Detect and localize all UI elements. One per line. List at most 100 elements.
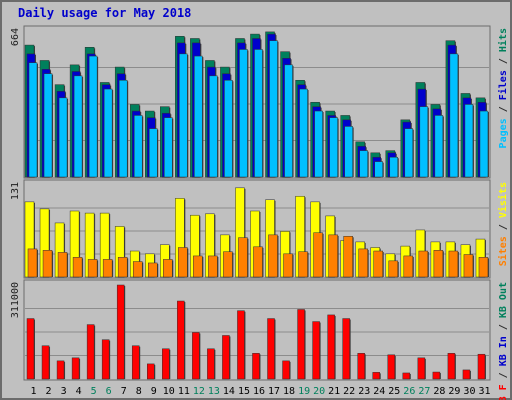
x-tick-label: 7 — [121, 386, 127, 397]
bar — [297, 309, 305, 380]
bar — [102, 259, 113, 278]
legend-entry: Pages — [498, 118, 509, 148]
bar — [284, 64, 293, 178]
bar — [208, 255, 218, 278]
bar — [447, 353, 456, 380]
bar — [56, 360, 65, 380]
legend-entry: Sites — [497, 236, 509, 266]
bar — [207, 348, 215, 380]
x-tick-label: 17 — [268, 386, 280, 397]
bar — [299, 88, 308, 178]
panel-bottom-ymax-label: 311000 — [10, 282, 21, 318]
bar — [43, 73, 53, 178]
bar — [194, 55, 203, 178]
bar — [388, 260, 399, 278]
bar — [463, 254, 474, 278]
bar — [402, 372, 411, 380]
x-tick-label: 31 — [478, 386, 490, 397]
series-sites — [27, 232, 489, 278]
x-tick-label: 24 — [373, 386, 385, 397]
panel-bottom-legend: KB F / KB In / KB Out — [498, 282, 509, 400]
bar — [298, 251, 308, 278]
legend-entry: Visits — [497, 182, 509, 218]
legend-entry: KB F — [498, 384, 509, 400]
bar — [419, 106, 429, 178]
bar — [433, 250, 444, 278]
x-tick-label: 3 — [61, 386, 67, 397]
legend-entry: Hits — [497, 28, 509, 52]
bar — [283, 253, 293, 278]
x-tick-label: 20 — [313, 386, 325, 397]
x-tick-label: 22 — [343, 386, 355, 397]
bar — [87, 259, 98, 278]
bar — [404, 128, 414, 178]
x-tick-label: 9 — [151, 386, 157, 397]
bar — [72, 257, 83, 278]
bar — [343, 236, 353, 278]
bar — [328, 234, 338, 278]
bar — [329, 117, 338, 178]
bar — [448, 250, 459, 278]
bar — [224, 80, 233, 178]
bar — [237, 310, 245, 380]
x-tick-label: 25 — [388, 386, 400, 397]
bar — [132, 261, 143, 278]
x-tick-label: 12 — [193, 386, 205, 397]
bar — [374, 161, 383, 178]
bar — [71, 357, 80, 380]
bar — [357, 353, 365, 380]
legend-entry: / — [498, 52, 509, 70]
bar — [86, 324, 95, 380]
bar — [358, 248, 368, 278]
x-tick-label: 11 — [178, 386, 190, 397]
bar — [162, 348, 170, 380]
bar — [462, 369, 471, 380]
bar — [418, 250, 429, 278]
bar — [238, 237, 248, 278]
bar — [41, 345, 50, 380]
x-tick-label: 23 — [358, 386, 370, 397]
panel-middle: 131 Sites / Visits — [10, 179, 509, 279]
bar — [403, 255, 414, 278]
x-tick-label: 19 — [298, 386, 310, 397]
bar — [432, 371, 441, 380]
bar — [131, 345, 140, 380]
legend-entry: KB In — [498, 336, 509, 366]
legend-entry: / — [498, 218, 509, 236]
bar — [268, 234, 278, 278]
bar — [252, 353, 260, 380]
bar — [478, 257, 489, 278]
x-tick-label: 15 — [238, 386, 250, 397]
chart-title: Daily usage for May 2018 — [18, 6, 192, 20]
x-tick-label: 30 — [463, 386, 475, 397]
bar — [464, 104, 474, 178]
bar — [118, 80, 128, 178]
x-tick-label: 14 — [223, 386, 235, 397]
bar — [282, 360, 290, 380]
x-tick-label: 26 — [403, 386, 415, 397]
x-tick-label: 21 — [328, 386, 340, 397]
panel-top: 664 Pages / Files / Hits — [10, 25, 509, 179]
bar — [163, 259, 173, 278]
panel-bottom: 311000 KB F / KB In / KB Out — [10, 279, 509, 400]
bar — [192, 332, 200, 380]
bar — [27, 248, 38, 278]
bar — [327, 314, 335, 380]
bar — [26, 318, 35, 380]
bar — [133, 115, 143, 178]
bar — [239, 49, 248, 178]
x-tick-label: 1 — [31, 386, 37, 397]
bar — [149, 128, 158, 178]
bar — [449, 53, 459, 178]
panel-middle-legend: Sites / Visits — [497, 182, 509, 266]
bar — [342, 318, 350, 380]
bar — [193, 255, 203, 278]
legend-entry: / — [498, 366, 509, 384]
bar — [147, 363, 155, 380]
bar — [344, 126, 353, 178]
bar — [42, 250, 53, 278]
series-kb-f — [26, 284, 486, 380]
bar — [222, 335, 230, 380]
bar — [101, 339, 110, 380]
bar — [73, 75, 83, 178]
